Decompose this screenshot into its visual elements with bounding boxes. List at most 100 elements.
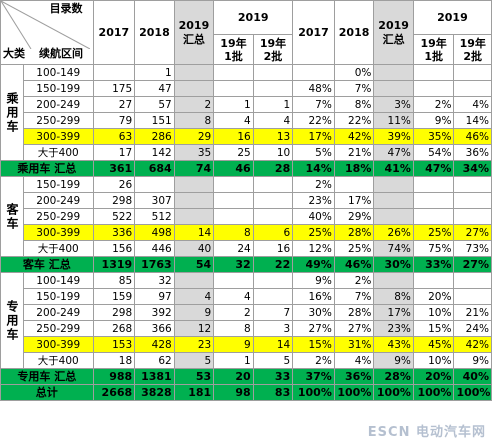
value-cell xyxy=(213,192,254,209)
value-cell: 298 xyxy=(92,192,136,209)
group-total-cell: 14% xyxy=(292,160,335,177)
col-19-batch2: 19年 2批 xyxy=(252,34,294,65)
value-cell xyxy=(412,176,455,193)
value-cell: 29 xyxy=(173,128,215,145)
value-cell: 17% xyxy=(333,192,375,209)
value-cell: 24% xyxy=(453,320,492,337)
value-cell: 21% xyxy=(453,304,492,321)
value-cell: 428 xyxy=(134,336,175,353)
group-total-row: 专用车 汇总 988 1381 53 20 33 37% 36% 28% 20% 40% xyxy=(0,368,492,385)
value-cell: 446 xyxy=(134,240,175,257)
value-cell xyxy=(213,64,254,81)
value-cell xyxy=(173,208,215,225)
value-cell: 2% xyxy=(292,352,335,369)
group-total-cell: 361 xyxy=(92,160,136,177)
value-cell: 16 xyxy=(213,128,254,145)
group-total-cell: 33 xyxy=(252,368,294,385)
group-total-cell: 1381 xyxy=(134,368,175,385)
value-cell xyxy=(213,272,254,289)
value-cell: 62 xyxy=(134,352,175,369)
group-total-cell: 28 xyxy=(252,160,294,177)
table-row: 300-399 336 498 14 8 6 25% 28% 26% 25% 27% xyxy=(1,224,492,241)
value-cell: 74% xyxy=(373,240,414,257)
table-row: 200-249 27 57 2 1 1 7% 8% 3% 2% 4% xyxy=(1,96,492,113)
range-cell: 200-249 xyxy=(22,192,94,209)
value-cell xyxy=(173,192,215,209)
value-cell: 14 xyxy=(252,336,294,353)
value-cell: 366 xyxy=(134,320,175,337)
value-cell xyxy=(173,176,215,193)
table-row: 客车 150-199 26 2% xyxy=(0,176,492,257)
value-cell: 0% xyxy=(333,64,375,81)
group-total-cell: 40% xyxy=(453,368,492,385)
value-cell xyxy=(373,176,414,193)
value-cell: 2% xyxy=(292,176,335,193)
value-cell: 4% xyxy=(333,352,375,369)
value-cell: 7% xyxy=(292,96,335,113)
value-cell: 3 xyxy=(252,320,294,337)
value-cell: 9% xyxy=(412,112,455,129)
value-cell: 1 xyxy=(252,96,294,113)
value-cell: 2 xyxy=(173,96,215,113)
value-cell: 40 xyxy=(173,240,215,257)
value-cell: 35% xyxy=(412,128,455,145)
value-cell xyxy=(213,176,254,193)
value-cell: 151 xyxy=(134,112,175,129)
value-cell xyxy=(252,80,294,97)
group-total-label: 客车 汇总 xyxy=(0,256,94,273)
value-cell: 25% xyxy=(333,240,375,257)
watermark: ESCN 电动汽车网 xyxy=(367,425,486,440)
grand-total-cell: 100% xyxy=(373,384,414,401)
data-table: 目录数 大类 续航区间 2017 2018 2019 汇总 2019 2017 … xyxy=(0,0,492,401)
table-row: 大于400 18 62 5 1 5 2% 4% 9% 10% 9% xyxy=(1,352,492,369)
col-2019-total: 2019 汇总 xyxy=(173,0,215,65)
grand-total-label: 总计 xyxy=(0,384,94,401)
group-total-row: 客车 汇总 1319 1763 54 32 22 49% 46% 30% 33% 27% xyxy=(0,256,492,273)
range-interval-label: 续航区间 xyxy=(39,47,83,60)
value-cell xyxy=(92,64,136,81)
group-total-cell: 20% xyxy=(412,368,455,385)
value-cell: 268 xyxy=(92,320,136,337)
value-cell: 28% xyxy=(333,304,375,321)
value-cell: 9 xyxy=(173,304,215,321)
group-total-cell: 46% xyxy=(333,256,375,273)
value-cell: 17% xyxy=(292,128,335,145)
group-total-cell: 37% xyxy=(292,368,335,385)
value-cell: 8 xyxy=(213,320,254,337)
value-cell: 6 xyxy=(252,224,294,241)
table-row: 300-399 63 286 29 16 13 17% 42% 39% 35% 46% xyxy=(1,128,492,145)
value-cell xyxy=(412,80,455,97)
value-cell: 30% xyxy=(292,304,335,321)
value-cell xyxy=(173,80,215,97)
value-cell: 40% xyxy=(292,208,335,225)
value-cell xyxy=(373,192,414,209)
table-row: 250-299 268 366 12 8 3 27% 27% 23% 15% 24% xyxy=(1,320,492,337)
value-cell: 28% xyxy=(333,224,375,241)
value-cell: 10% xyxy=(412,352,455,369)
value-cell: 298 xyxy=(92,304,136,321)
range-cell: 250-299 xyxy=(22,112,94,129)
value-cell: 142 xyxy=(134,144,175,161)
value-cell: 16 xyxy=(252,240,294,257)
value-cell: 79 xyxy=(92,112,136,129)
value-cell: 14 xyxy=(173,224,215,241)
table-row: 150-199 159 97 4 4 16% 7% 8% 20% xyxy=(1,288,492,305)
value-cell xyxy=(453,80,492,97)
value-cell: 14% xyxy=(453,112,492,129)
value-cell: 27 xyxy=(92,96,136,113)
value-cell: 1 xyxy=(213,352,254,369)
value-cell: 42% xyxy=(333,128,375,145)
value-cell xyxy=(292,64,335,81)
value-cell: 12% xyxy=(292,240,335,257)
table-row: 250-299 79 151 8 4 4 22% 22% 11% 9% 14% xyxy=(1,112,492,129)
group-total-cell: 684 xyxy=(134,160,175,177)
value-cell: 7 xyxy=(252,304,294,321)
col-2018: 2018 xyxy=(134,0,175,65)
value-cell xyxy=(373,64,414,81)
grand-total-cell: 100% xyxy=(292,384,335,401)
value-cell: 46% xyxy=(453,128,492,145)
value-cell: 7% xyxy=(333,80,375,97)
value-cell xyxy=(213,208,254,225)
col-pct-19-batch1: 19年 1批 xyxy=(412,34,455,65)
value-cell: 156 xyxy=(92,240,136,257)
